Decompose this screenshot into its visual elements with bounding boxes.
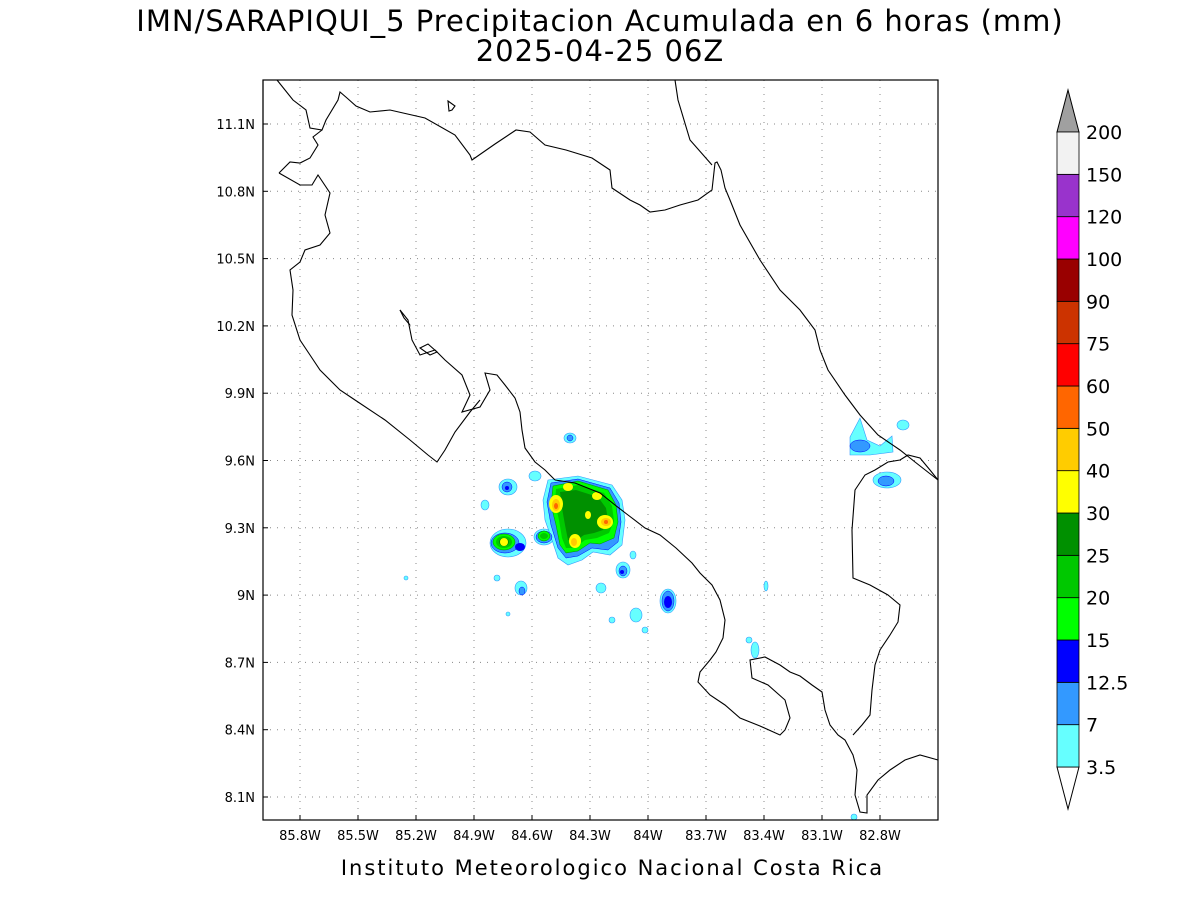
colorbar-segment [1056, 639, 1080, 683]
colorbar-level-label: 200 [1086, 122, 1122, 144]
colorbar-level-label: 25 [1086, 545, 1110, 567]
colorbar-segment [1056, 724, 1080, 768]
lon-tick-label: 84.9W [453, 829, 495, 844]
colorbar-segment [1056, 131, 1080, 175]
colorbar-over-arrow [1056, 88, 1080, 133]
map-title: IMN/SARAPIQUI_5 Precipitacion Acumulada … [136, 4, 1064, 38]
lat-tick-label: 10.2N [216, 320, 255, 335]
colorbar-segment [1056, 300, 1080, 345]
colorbar-level-label: 120 [1086, 207, 1122, 229]
colorbar-segment [1056, 173, 1080, 218]
lon-tick-label: 85.8W [279, 829, 321, 844]
lat-tick-label: 11.1N [216, 118, 255, 133]
colorbar-segment [1056, 681, 1080, 726]
lat-tick-label: 8.7N [225, 656, 255, 671]
lat-tick-label: 9.6N [225, 455, 255, 470]
colorbar-segment [1056, 554, 1080, 599]
lat-tick-label: 8.4N [225, 724, 255, 739]
lat-tick-label: 8.1N [225, 791, 255, 806]
colorbar-level-label: 60 [1086, 376, 1110, 398]
colorbar-level-label: 50 [1086, 418, 1110, 440]
colorbar-segment [1056, 427, 1080, 472]
colorbar-level-label: 3.5 [1086, 757, 1116, 779]
colorbar-segment [1056, 597, 1080, 641]
lon-tick-label: 84W [633, 829, 663, 844]
lon-tick-label: 85.5W [337, 829, 379, 844]
lon-tick-label: 83.7W [685, 829, 727, 844]
axis-tick-labels: 85.8W 85.5W 85.2W 84.9W 84.6W 84.3W 84W 83.7W 83… [216, 118, 901, 844]
lon-tick-label: 84.6W [511, 829, 553, 844]
map-valid-time: 2025-04-25 06Z [475, 34, 725, 68]
lon-tick-label: 83.1W [801, 829, 843, 844]
coastline [262, 79, 939, 814]
colorbar-segment [1056, 385, 1080, 429]
colorbar-level-label: 7 [1086, 715, 1098, 737]
lon-tick-label: 85.2W [395, 829, 437, 844]
lat-tick-label: 9.3N [225, 522, 255, 537]
colorbar-under-arrow [1056, 766, 1080, 811]
lat-tick-label: 9.9N [225, 387, 255, 402]
colorbar-level-label: 90 [1086, 291, 1110, 313]
colorbar-segment [1056, 512, 1080, 556]
lat-lon-grid [263, 80, 938, 820]
lon-tick-label: 82.8W [859, 829, 901, 844]
colorbar-segment [1056, 470, 1080, 514]
colorbar-level-label: 15 [1086, 630, 1110, 652]
lon-tick-label: 84.3W [569, 829, 611, 844]
colorbar-segment [1056, 258, 1080, 302]
colorbar-level-label: 75 [1086, 334, 1110, 356]
colorbar-segment [1056, 216, 1080, 260]
colorbar-level-label: 30 [1086, 503, 1110, 525]
colorbar-level-label: 40 [1086, 461, 1110, 483]
colorbar-level-label: 100 [1086, 249, 1122, 271]
lat-tick-label: 9N [237, 589, 255, 604]
colorbar: 3.5 7 12.5 15 20 25 30 40 50 60 75 90 100 120 150 200 [1056, 88, 1128, 811]
map-frame [262, 79, 939, 821]
precipitation-shading [403, 417, 910, 821]
lat-tick-label: 10.5N [216, 253, 255, 268]
lat-tick-label: 10.8N [216, 185, 255, 200]
colorbar-level-label: 20 [1086, 588, 1110, 610]
colorbar-level-label: 150 [1086, 164, 1122, 186]
footer-credit: Instituto Meteorologico Nacional Costa R… [340, 856, 885, 880]
colorbar-segment [1056, 343, 1080, 387]
lon-tick-label: 83.4W [743, 829, 785, 844]
colorbar-level-label: 12.5 [1086, 672, 1128, 694]
